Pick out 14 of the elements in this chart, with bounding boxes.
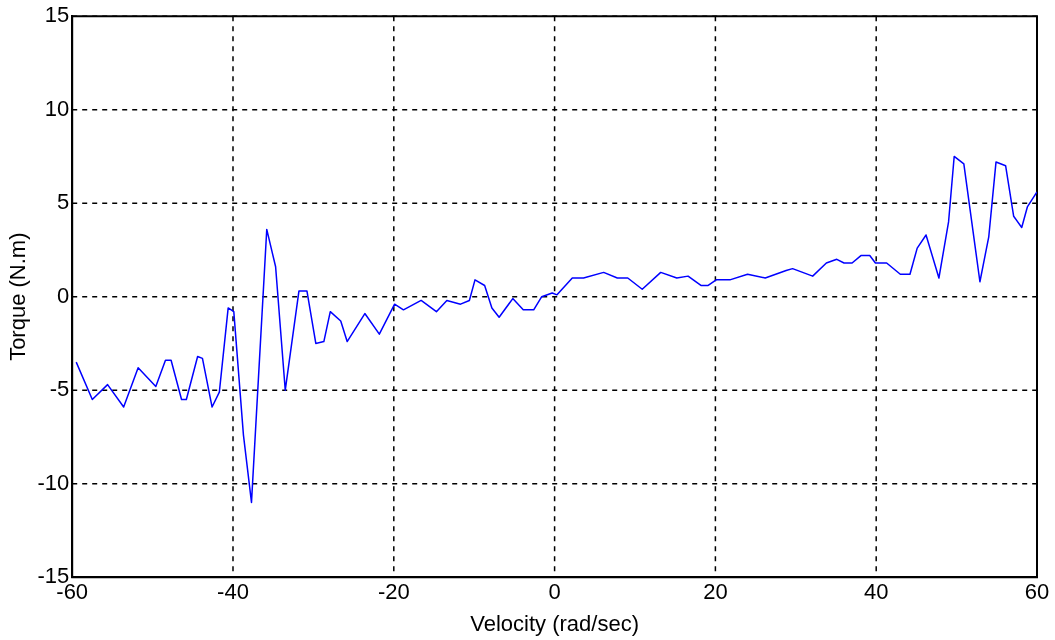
x-tick-label: 40: [863, 579, 889, 605]
y-tick-label: 0: [56, 282, 70, 308]
y-tick-label: -10: [37, 469, 70, 495]
y-tick-label: -5: [49, 376, 70, 402]
x-axis-title: Velocity (rad/sec): [470, 610, 639, 636]
x-tick-label: -20: [377, 579, 410, 605]
y-tick-label: 10: [44, 95, 70, 121]
x-tick-label: 60: [1024, 579, 1050, 605]
y-tick-label: 15: [44, 2, 70, 28]
y-tick-label: 5: [56, 189, 70, 215]
x-tick-label: 20: [703, 579, 728, 605]
y-axis-title: Torque (N.m): [5, 232, 31, 361]
x-tick-label: 0: [548, 579, 561, 605]
x-tick-label: -40: [217, 579, 249, 605]
